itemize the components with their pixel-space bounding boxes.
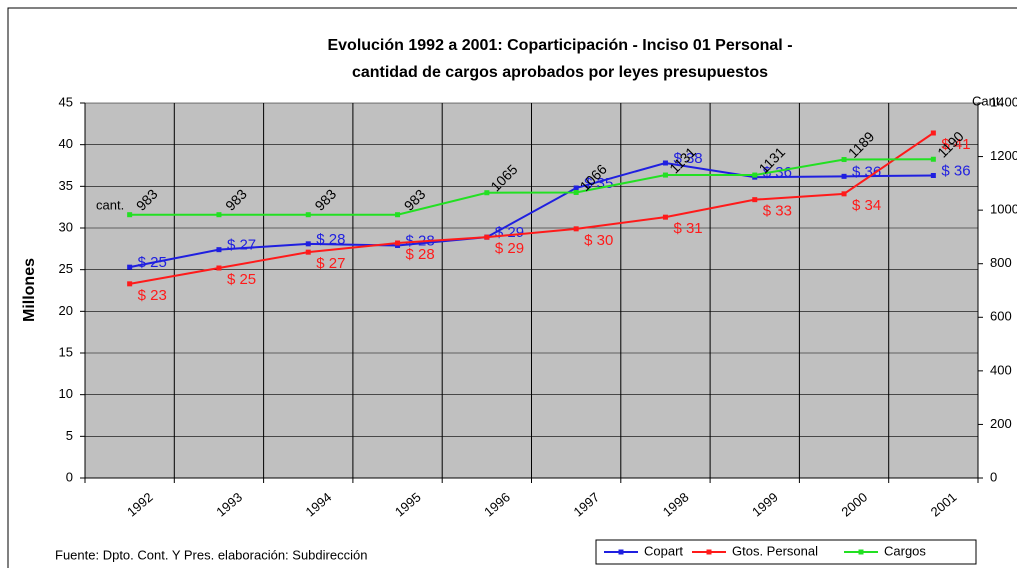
point — [752, 172, 758, 178]
legend-label: Copart — [644, 543, 683, 558]
legend-box — [595, 539, 977, 565]
data-label: $ 25 — [227, 271, 256, 288]
y2-tick-label: 1000 — [990, 202, 1017, 217]
y-tick-label: 20 — [59, 303, 73, 318]
y-tick-label: 5 — [66, 428, 73, 443]
y-tick-label: 35 — [59, 178, 73, 193]
data-label: $ 29 — [495, 224, 524, 241]
data-label: $ 30 — [584, 232, 613, 249]
y2-tick-label: 1400 — [990, 94, 1017, 109]
data-label: $ 28 — [316, 231, 345, 248]
point — [216, 247, 222, 253]
legend-marker — [618, 549, 624, 555]
point — [484, 190, 490, 196]
point — [573, 185, 579, 191]
source-note: Fuente: Dpto. Cont. Y Pres. elaboración:… — [55, 547, 367, 562]
data-label: $ 34 — [852, 197, 881, 214]
point — [484, 234, 490, 240]
point — [305, 212, 311, 218]
series-line — [129, 132, 934, 285]
point — [216, 265, 222, 271]
y-tick-label: 0 — [66, 469, 73, 484]
y2-tick-label: 800 — [990, 255, 1012, 270]
point — [305, 241, 311, 247]
legend-marker — [706, 549, 712, 555]
point — [573, 189, 579, 195]
data-label: $ 27 — [316, 255, 345, 272]
data-label: $ 29 — [495, 240, 524, 257]
y-axis-label: Millones — [21, 258, 38, 322]
data-label: $ 23 — [138, 287, 167, 304]
point — [752, 197, 758, 203]
y2-tick-label: 600 — [990, 309, 1012, 324]
y2-tick-label: 0 — [990, 469, 997, 484]
y2-tick-label: 1200 — [990, 148, 1017, 163]
y2-axis-label: Cant. — [972, 93, 1003, 108]
series-line — [129, 161, 934, 269]
legend-label: Cargos — [884, 543, 926, 558]
data-label: $ 31 — [673, 220, 702, 237]
y-tick-label: 25 — [59, 261, 73, 276]
point — [662, 172, 668, 178]
legend-marker — [858, 549, 864, 555]
data-label: $ 25 — [138, 254, 167, 271]
y-tick-label: 30 — [59, 219, 73, 234]
point — [216, 212, 222, 218]
y-tick-label: 15 — [59, 344, 73, 359]
point — [395, 240, 401, 246]
point — [841, 191, 847, 197]
data-label: $ 36 — [852, 163, 881, 180]
point — [662, 160, 668, 166]
data-label: $ 41 — [941, 136, 970, 153]
y2-tick-label: 400 — [990, 362, 1012, 377]
point — [841, 173, 847, 179]
y-tick-label: 45 — [59, 94, 73, 109]
point — [127, 281, 133, 287]
y2-tick-label: 200 — [990, 416, 1012, 431]
y-tick-label: 40 — [59, 136, 73, 151]
chart-subtitle: cantidad de cargos aprobados por leyes p… — [352, 64, 768, 81]
point — [573, 226, 579, 232]
data-label: $ 27 — [227, 237, 256, 254]
point — [395, 212, 401, 218]
point — [930, 130, 936, 136]
point — [930, 173, 936, 178]
series-line — [129, 158, 934, 216]
annotation: cant. — [96, 197, 124, 212]
data-label: $ 38 — [673, 150, 702, 167]
legend-label: Gtos. Personal — [732, 543, 818, 558]
data-label: $ 36 — [941, 162, 970, 179]
chart-title: Evolución 1992 a 2001: Coparticipación -… — [327, 37, 792, 54]
point — [127, 264, 133, 270]
data-label: $ 28 — [406, 246, 435, 263]
y-tick-label: 10 — [59, 386, 73, 401]
point — [930, 156, 936, 162]
data-label: $ 36 — [763, 164, 792, 181]
point — [662, 214, 668, 220]
point — [127, 212, 133, 218]
data-label: $ 33 — [763, 203, 792, 220]
point — [305, 249, 311, 255]
data-label: $ 35 — [584, 175, 613, 192]
point — [841, 157, 847, 163]
